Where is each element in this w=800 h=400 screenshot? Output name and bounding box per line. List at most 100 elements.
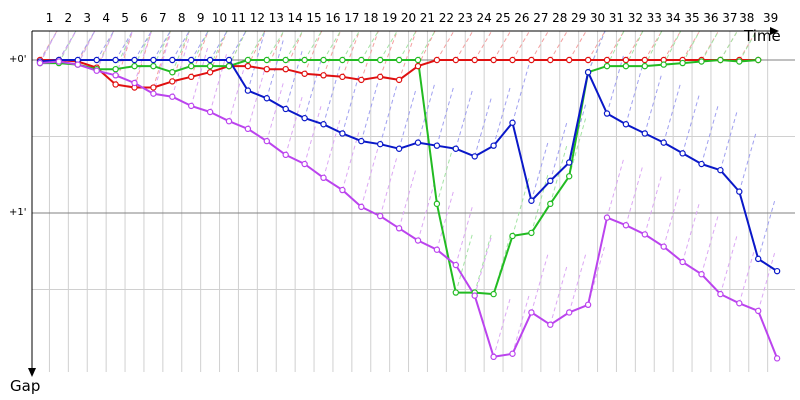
series-point xyxy=(641,62,649,70)
lap-connector xyxy=(436,189,455,250)
lap-connector xyxy=(757,250,776,312)
series-point xyxy=(414,62,422,70)
series-point xyxy=(414,139,422,146)
lap-label: 32 xyxy=(628,11,643,25)
lap-connector xyxy=(493,30,512,61)
lap-connector xyxy=(719,30,738,61)
series-point xyxy=(736,58,743,65)
lap-connector xyxy=(285,30,304,61)
lap-connector xyxy=(663,186,682,247)
series-point xyxy=(187,56,195,64)
lap-connector xyxy=(171,30,190,61)
series-point xyxy=(320,174,327,182)
series-point xyxy=(584,301,592,308)
lap-connector xyxy=(190,30,209,61)
lap-label: 20 xyxy=(401,11,416,25)
lap-label: 26 xyxy=(514,11,529,25)
series-point xyxy=(187,102,195,110)
series-point xyxy=(358,76,365,84)
lap-connector xyxy=(417,82,436,143)
lap-label: 16 xyxy=(325,11,340,25)
lap-connector xyxy=(644,174,663,235)
lap-connector xyxy=(323,117,341,178)
series-point xyxy=(509,56,516,64)
series-point xyxy=(452,56,459,64)
series-point xyxy=(414,237,422,244)
lap-connector xyxy=(266,30,285,70)
lap-label: 21 xyxy=(420,11,435,25)
lap-connector xyxy=(341,73,360,134)
lap-connector xyxy=(644,30,663,61)
lap-connector xyxy=(682,201,701,263)
lap-label: 31 xyxy=(609,11,624,25)
lap-connector xyxy=(134,30,152,84)
lap-connector xyxy=(512,62,530,123)
lap-connector xyxy=(266,30,285,61)
series-point xyxy=(679,59,686,67)
series-point xyxy=(263,56,270,64)
y-tick-label: +0' xyxy=(9,54,27,65)
series-point xyxy=(566,309,573,316)
series-point xyxy=(528,197,535,204)
series-point xyxy=(679,150,686,157)
series-point xyxy=(263,65,270,73)
lap-label: 36 xyxy=(703,11,718,25)
lap-connector xyxy=(625,30,644,61)
series-point xyxy=(452,145,459,152)
lap-connector xyxy=(304,30,323,74)
lap-connector xyxy=(379,84,398,145)
lap-connector xyxy=(171,30,190,73)
lap-connector xyxy=(285,48,304,110)
series-point xyxy=(547,56,554,64)
lap-connector xyxy=(379,155,398,217)
lap-label: 28 xyxy=(552,11,567,25)
lap-connector xyxy=(455,204,474,266)
series-point xyxy=(301,70,308,77)
series-point xyxy=(433,142,441,149)
lap-connector xyxy=(96,30,115,61)
series-point xyxy=(509,350,516,357)
series-point xyxy=(717,290,724,298)
series-point xyxy=(395,76,403,84)
series-point xyxy=(622,56,630,64)
lap-connector xyxy=(568,252,587,313)
lap-label: 9 xyxy=(197,11,205,25)
lap-connector xyxy=(209,30,228,61)
lap-connector xyxy=(474,232,493,293)
lap-label: 15 xyxy=(306,11,321,25)
series-point xyxy=(584,56,592,64)
lap-connector xyxy=(512,175,530,237)
lap-connector xyxy=(285,94,304,155)
series-line-3 xyxy=(39,60,779,359)
lap-connector xyxy=(209,51,228,113)
series-point xyxy=(112,65,119,73)
lap-connector xyxy=(171,36,190,97)
lap-connector xyxy=(568,30,587,61)
series-point xyxy=(169,69,176,76)
lap-connector xyxy=(323,64,341,125)
lap-connector xyxy=(587,30,606,61)
lap-connector xyxy=(455,232,474,293)
series-point xyxy=(641,231,649,238)
series-point xyxy=(36,59,44,67)
lap-connector xyxy=(701,103,719,165)
lap-label: 3 xyxy=(83,11,91,25)
series-point xyxy=(339,73,346,81)
series-point xyxy=(547,321,554,328)
lap-connector xyxy=(341,30,360,78)
lap-connector xyxy=(152,33,171,94)
lap-label: 4 xyxy=(102,11,110,25)
series-point xyxy=(490,353,497,361)
lap-connector xyxy=(115,30,134,70)
series-point xyxy=(282,65,289,73)
series-point xyxy=(566,173,573,180)
lap-connector xyxy=(436,85,455,146)
series-point xyxy=(660,243,667,250)
series-point xyxy=(622,222,630,229)
series-point xyxy=(773,267,781,275)
series-point xyxy=(244,56,252,64)
series-point xyxy=(93,67,100,74)
lap-label: 19 xyxy=(382,11,397,25)
lap-label: 29 xyxy=(571,11,586,25)
